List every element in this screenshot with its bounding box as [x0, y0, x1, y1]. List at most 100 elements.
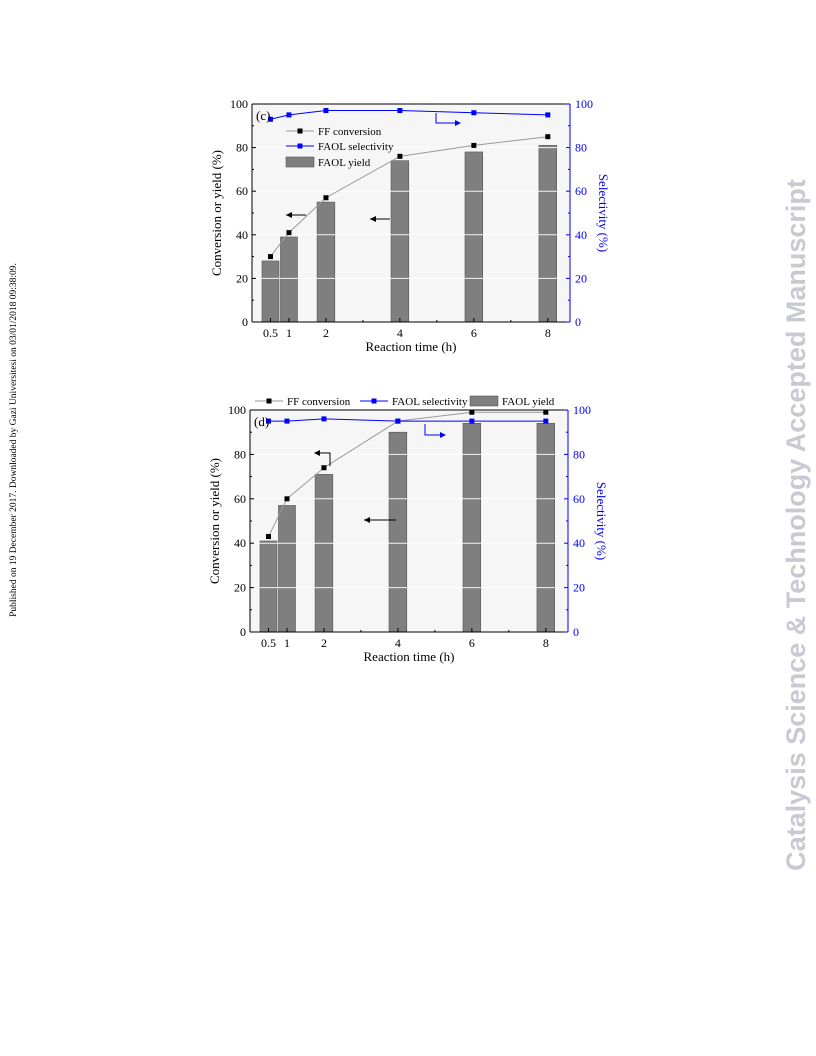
y-tick-label: 60 [236, 184, 248, 198]
y2-tick-label: 0 [575, 315, 581, 329]
chart-panel-d: 0 0 20 20 40 40 60 60 80 80 100 100 0.5 1 2 4 6 8 Reaction… [207, 395, 609, 664]
point-faol-selectivity [265, 418, 271, 424]
point-ff-conversion [284, 496, 290, 502]
point-faol-selectivity [471, 110, 477, 116]
y2-axis-label: Selectivity (%) [596, 174, 611, 252]
y-tick-label: 100 [230, 97, 248, 111]
y-tick-label: 80 [234, 447, 246, 461]
line-ff-conversion [268, 411, 546, 537]
point-faol-selectivity [469, 418, 475, 424]
point-faol-selectivity [545, 112, 551, 118]
x-tick-label: 2 [323, 326, 329, 340]
line-faol-selectivity [268, 418, 546, 422]
y-axis-label: Conversion or yield (%) [209, 150, 224, 276]
arrow-elbow-2 [314, 450, 331, 466]
point-faol-selectivity [267, 116, 273, 122]
x-tick-label: 0.5 [263, 326, 278, 340]
point-ff-conversion [397, 153, 403, 159]
point-faol-selectivity [395, 418, 401, 424]
point-ff-conversion [545, 134, 551, 140]
x-tick-label: 6 [471, 326, 477, 340]
y-tick-label: 0 [240, 625, 246, 639]
y2-tick-label: 80 [573, 447, 585, 461]
legend-swatch-marker [266, 398, 272, 404]
bar-faol-yield [259, 540, 278, 633]
bar-faol-yield [388, 431, 408, 633]
point-ff-conversion [267, 254, 273, 260]
y2-tick-label: 0 [573, 625, 579, 639]
point-ff-conversion [469, 409, 475, 415]
legend: FF conversion FAOL selectivity FAOL yield [255, 395, 555, 408]
point-ff-conversion [265, 534, 271, 540]
y2-tick-label: 20 [575, 271, 587, 285]
legend-swatch-bar [469, 395, 499, 407]
legend-label: FAOL yield [502, 396, 555, 408]
watermark-text: Catalysis Science & Technology Accepted … [781, 179, 811, 871]
y-tick-label: 20 [234, 581, 246, 595]
arrow-left-axis [364, 517, 396, 523]
bar-faol-yield [464, 151, 484, 323]
y2-tick-label: 100 [575, 97, 593, 111]
arrow-elbow [435, 113, 461, 126]
y2-tick-label: 40 [573, 536, 585, 550]
point-ff-conversion [323, 195, 329, 201]
y-axis-label: Conversion or yield (%) [207, 458, 222, 584]
y-tick-label: 60 [234, 492, 246, 506]
bar-faol-yield [316, 201, 336, 323]
y2-tick-label: 20 [573, 581, 585, 595]
x-tick-label: 8 [545, 326, 551, 340]
x-tick-label: 1 [284, 636, 290, 650]
point-faol-selectivity [397, 108, 403, 114]
bar-faol-yield [538, 145, 557, 323]
point-faol-selectivity [323, 108, 329, 114]
bar-faol-yield [261, 260, 280, 323]
y-tick-label: 0 [242, 315, 248, 329]
x-tick-label: 4 [397, 326, 403, 340]
line-ff-conversion [270, 136, 548, 257]
y2-axis-label: Selectivity (%) [594, 482, 609, 560]
point-faol-selectivity [543, 418, 549, 424]
chart-panel-c: 0 0 20 20 40 40 60 60 80 80 100 100 0.5 1 2 4 6 8 Reaction… [209, 97, 611, 354]
legend-swatch-marker [297, 143, 303, 149]
x-tick-label: 1 [286, 326, 292, 340]
plot-area [250, 410, 568, 632]
y2-tick-label: 60 [573, 492, 585, 506]
point-faol-selectivity [286, 112, 292, 118]
arrow-elbow [424, 424, 446, 438]
line-faol-selectivity [270, 110, 548, 120]
legend-swatch-bar [285, 156, 315, 168]
legend-label: FF conversion [287, 396, 351, 408]
y-tick-label: 40 [236, 228, 248, 242]
x-tick-label: 2 [321, 636, 327, 650]
y2-tick-label: 40 [575, 228, 587, 242]
y-tick-label: 80 [236, 141, 248, 155]
point-ff-conversion [286, 230, 292, 236]
legend-swatch-marker [371, 398, 377, 404]
bar-faol-yield [278, 505, 296, 633]
legend-label: FF conversion [318, 126, 382, 138]
legend-label: FAOL yield [318, 157, 371, 169]
y2-tick-label: 80 [575, 141, 587, 155]
y2-tick-label: 100 [573, 403, 591, 417]
x-tick-label: 0.5 [261, 636, 276, 650]
legend-swatch-marker [297, 128, 303, 134]
bar-faol-yield [280, 236, 298, 323]
bar-faol-yield [314, 474, 334, 633]
y-tick-label: 100 [228, 403, 246, 417]
point-ff-conversion [543, 409, 549, 415]
panel-label: (c) [256, 108, 270, 123]
legend-label: FAOL selectivity [392, 396, 468, 408]
x-tick-label: 4 [395, 636, 401, 650]
x-tick-label: 8 [543, 636, 549, 650]
arrow-left-axis [370, 216, 390, 222]
panel-label: (d) [254, 414, 269, 429]
legend: FF conversion FAOL selectivity FAOL yield [285, 126, 394, 169]
point-faol-selectivity [284, 418, 290, 424]
plot-area [252, 104, 570, 322]
y-tick-label: 20 [236, 271, 248, 285]
published-note: Published on 19 December 2017. Downloade… [9, 263, 19, 617]
arrow-left-axis [286, 212, 306, 218]
point-ff-conversion [321, 465, 327, 471]
x-axis-label: Reaction time (h) [366, 339, 457, 354]
bar-faol-yield [390, 160, 410, 323]
